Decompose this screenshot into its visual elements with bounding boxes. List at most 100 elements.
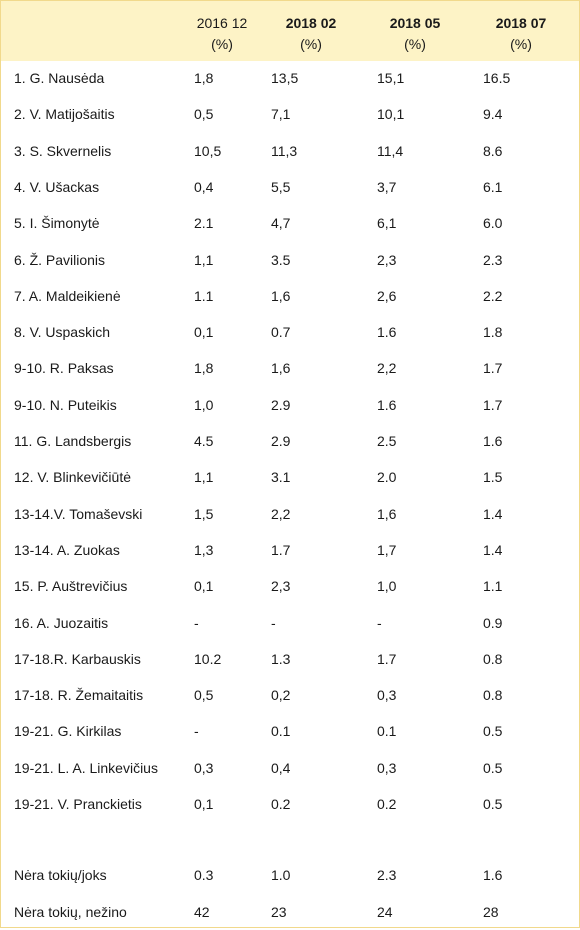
row-value: 8.6 xyxy=(483,143,503,159)
row-label: Nėra tokių, nežino xyxy=(14,904,127,920)
row-value: 0.8 xyxy=(483,687,503,703)
col-header-2018-07: 2018 07 (%) xyxy=(481,13,561,55)
row-value: 13,5 xyxy=(271,70,299,86)
table-row: 9-10. R. Paksas 1,8 1,6 2,2 1.7 xyxy=(1,350,579,386)
row-label: 1. G. Nausėda xyxy=(14,70,105,86)
row-label: 5. I. Šimonytė xyxy=(14,215,100,231)
row-value: 2.2 xyxy=(483,288,503,304)
row-value: 6.0 xyxy=(483,215,503,231)
table-row: 3. S. Skvernelis 10,5 11,3 11,4 8.6 xyxy=(1,133,579,169)
row-value: 2,3 xyxy=(377,252,397,268)
row-value: 1.0 xyxy=(271,867,291,883)
row-label: 9-10. N. Puteikis xyxy=(14,397,117,413)
row-value: 1,1 xyxy=(194,252,214,268)
table-row: 13-14.V. Tomaševski 1,5 2,2 1,6 1.4 xyxy=(1,496,579,532)
row-value: - xyxy=(194,723,199,739)
row-label: Nėra tokių/joks xyxy=(14,867,107,883)
row-value: 0,1 xyxy=(194,324,214,340)
row-value: 1.6 xyxy=(377,397,397,413)
row-value: 1,5 xyxy=(194,506,214,522)
row-value: 2.3 xyxy=(377,867,397,883)
row-value: 0,4 xyxy=(194,179,214,195)
row-label: 9-10. R. Paksas xyxy=(14,360,114,376)
row-value: 11,4 xyxy=(377,143,404,159)
row-value: - xyxy=(271,615,276,631)
row-label: 19-21. L. A. Linkevičius xyxy=(14,760,158,776)
row-value: 11,3 xyxy=(271,143,298,159)
row-value: - xyxy=(377,615,382,631)
row-value: 28 xyxy=(483,904,499,920)
row-value: 0,5 xyxy=(194,687,214,703)
row-value: 5,5 xyxy=(271,179,291,195)
table-row: 11. G. Landsbergis 4.5 2.9 2.5 1.6 xyxy=(1,423,579,459)
row-label: 2. V. Matijošaitis xyxy=(14,106,115,122)
row-value: 2,3 xyxy=(271,578,291,594)
row-value: 0.5 xyxy=(483,760,503,776)
table-row: 19-21. L. A. Linkevičius 0,3 0,4 0,3 0.5 xyxy=(1,750,579,786)
table-row: 15. P. Auštrevičius 0,1 2,3 1,0 1.1 xyxy=(1,568,579,604)
row-label: 16. A. Juozaitis xyxy=(14,615,109,631)
row-value: 4,7 xyxy=(271,215,291,231)
col-header-label: 2018 05 xyxy=(389,15,441,31)
row-label: 19-21. G. Kirkilas xyxy=(14,723,122,739)
row-value: 1.7 xyxy=(377,651,397,667)
row-value: 10.2 xyxy=(194,651,222,667)
row-value: 24 xyxy=(377,904,393,920)
row-value: 1.6 xyxy=(377,324,397,340)
row-value: 16.5 xyxy=(483,70,511,86)
row-value: 1.5 xyxy=(483,469,503,485)
row-value: 42 xyxy=(194,904,210,920)
row-label: 6. Ž. Pavilionis xyxy=(14,252,106,268)
row-value: 0,1 xyxy=(194,796,214,812)
row-value: 23 xyxy=(271,904,287,920)
table-row: 5. I. Šimonytė 2.1 4,7 6,1 6.0 xyxy=(1,205,579,241)
row-label: 15. P. Auštrevičius xyxy=(14,578,128,594)
row-value: 6.1 xyxy=(483,179,503,195)
row-value: 0.5 xyxy=(483,796,503,812)
row-value: 1,0 xyxy=(377,578,397,594)
table-row: 8. V. Uspaskich 0,1 0.7 1.6 1.8 xyxy=(1,314,579,350)
table-row: 4. V. Ušackas 0,4 5,5 3,7 6.1 xyxy=(1,169,579,205)
row-label: 12. V. Blinkevičiūtė xyxy=(14,469,131,485)
table-row: 7. A. Maldeikienė 1.1 1,6 2,6 2.2 xyxy=(1,278,579,314)
row-value: 0.9 xyxy=(483,615,503,631)
row-value: 7,1 xyxy=(271,106,291,122)
row-value: 0,3 xyxy=(377,687,397,703)
row-value: 0.3 xyxy=(194,867,214,883)
row-value: 0.1 xyxy=(271,723,291,739)
table-header: 2016 12 (%) 2018 02 (%) 2018 05 (%) 2018… xyxy=(1,1,579,61)
row-value: 1,7 xyxy=(377,542,397,558)
row-label: 3. S. Skvernelis xyxy=(14,143,112,159)
row-value: 0.8 xyxy=(483,651,503,667)
row-value: 0,2 xyxy=(271,687,291,703)
row-value: 1.8 xyxy=(483,324,503,340)
col-header-unit: (%) xyxy=(404,36,426,52)
table-row: 13-14. A. Zuokas 1,3 1.7 1,7 1.4 xyxy=(1,532,579,568)
row-value: 6,1 xyxy=(377,215,397,231)
table-row: 12. V. Blinkevičiūtė 1,1 3.1 2.0 1.5 xyxy=(1,459,579,495)
row-value: 3.1 xyxy=(271,469,291,485)
row-label: 13-14.V. Tomaševski xyxy=(14,506,143,522)
table-row: Nėra tokių/joks 0.3 1.0 2.3 1.6 xyxy=(1,857,579,893)
row-label: 13-14. A. Zuokas xyxy=(14,542,120,558)
table-row: 6. Ž. Pavilionis 1,1 3.5 2,3 2.3 xyxy=(1,242,579,278)
row-value: 0.2 xyxy=(271,796,291,812)
table-row: 16. A. Juozaitis - - - 0.9 xyxy=(1,605,579,641)
row-value: 1,8 xyxy=(194,360,214,376)
row-label: 4. V. Ušackas xyxy=(14,179,100,195)
row-value: 2,6 xyxy=(377,288,397,304)
row-value: 15,1 xyxy=(377,70,405,86)
row-value: 0.2 xyxy=(377,796,397,812)
row-value: 1.1 xyxy=(194,288,214,304)
row-label: 17-18. R. Žemaitaitis xyxy=(14,687,144,703)
col-header-2016-12: 2016 12 (%) xyxy=(182,13,262,55)
col-header-2018-02: 2018 02 (%) xyxy=(271,13,351,55)
table-row: 19-21. G. Kirkilas - 0.1 0.1 0.5 xyxy=(1,713,579,749)
col-header-unit: (%) xyxy=(510,36,532,52)
row-value: 1.1 xyxy=(483,578,503,594)
row-value: 2.1 xyxy=(194,215,214,231)
row-value: 1.3 xyxy=(271,651,291,667)
row-value: 1,8 xyxy=(194,70,214,86)
row-value: 1,6 xyxy=(271,360,291,376)
row-value: 2,2 xyxy=(377,360,397,376)
